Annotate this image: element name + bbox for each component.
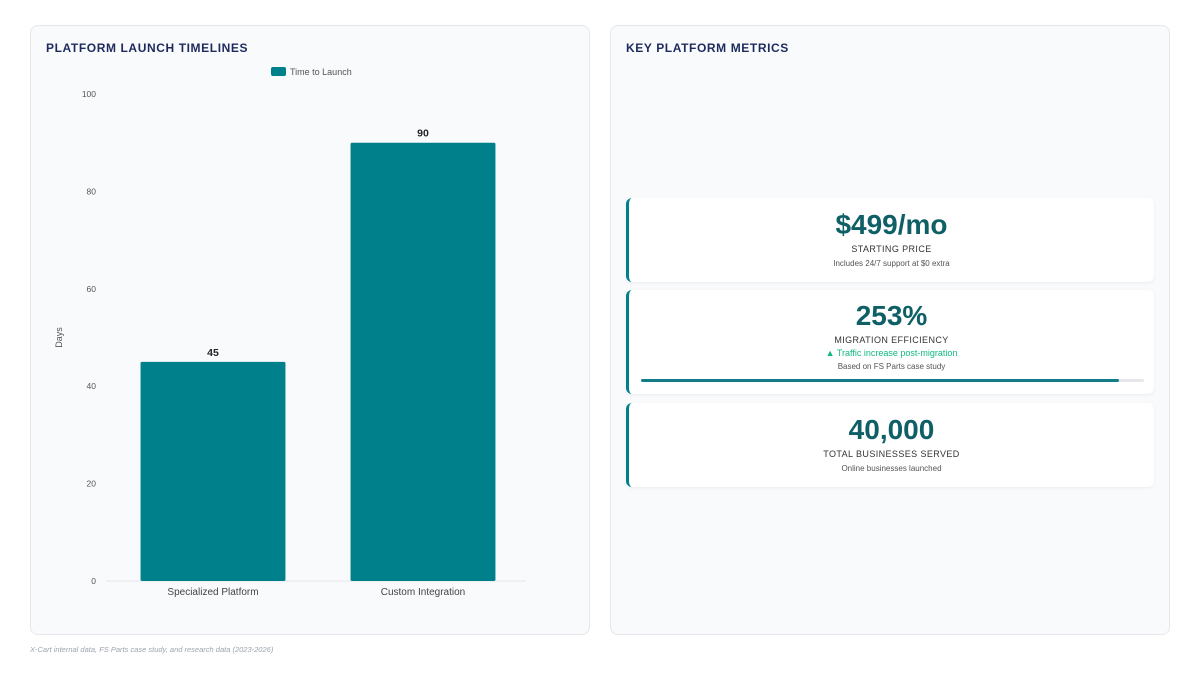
metric-label: TOTAL BUSINESSES SERVED	[823, 449, 960, 459]
metric-label: STARTING PRICE	[851, 244, 932, 254]
progress-bar	[641, 379, 1144, 382]
legend-label: Time to Launch	[290, 67, 352, 77]
trend-indicator: ▲ Traffic increase post-migration	[825, 348, 958, 358]
y-tick-label: 80	[87, 186, 97, 196]
metric-note: Based on FS Parts case study	[837, 362, 946, 371]
metric-value: $499/mo	[835, 209, 948, 240]
y-tick-label: 40	[87, 381, 97, 391]
metric-note: Includes 24/7 support at $0 extra	[833, 259, 950, 268]
bar	[350, 142, 496, 581]
key-metrics-panel: KEY PLATFORM METRICS $499/mo STARTING PR…	[610, 25, 1170, 635]
chart-panel-title: PLATFORM LAUNCH TIMELINES	[46, 41, 249, 55]
y-tick-label: 100	[82, 89, 96, 99]
y-tick-label: 0	[91, 576, 96, 586]
bar-value-label: 45	[207, 347, 219, 359]
metric-note: Online businesses launched	[841, 464, 942, 473]
launch-timeline-chart: 0 20 40 60 80 100 Days 45 Specialized Platform 90…	[54, 67, 526, 598]
bar-value-label: 90	[417, 128, 429, 140]
metrics-panel-title: KEY PLATFORM METRICS	[626, 41, 789, 55]
metric-value: 253%	[855, 300, 928, 331]
legend-swatch	[271, 67, 286, 76]
metric-label: MIGRATION EFFICIENCY	[834, 335, 949, 345]
y-tick-label: 60	[87, 284, 97, 294]
metric-card-starting-price: $499/mo STARTING PRICE Includes 24/7 sup…	[626, 198, 1154, 282]
source-footnote: X-Cart internal data, FS Parts case stud…	[30, 645, 274, 654]
metric-card-businesses-served: 40,000 TOTAL BUSINESSES SERVED Online bu…	[626, 403, 1154, 487]
x-category-label: Custom Integration	[381, 587, 466, 598]
bar	[140, 361, 286, 581]
metric-value: 40,000	[848, 414, 935, 445]
x-category-label: Specialized Platform	[167, 587, 258, 598]
y-tick-label: 20	[87, 479, 97, 489]
metric-card-migration-efficiency: 253% MIGRATION EFFICIENCY ▲ Traffic incr…	[626, 290, 1154, 394]
progress-bar-fill	[641, 379, 1119, 382]
launch-timelines-panel: 0 20 40 60 80 100 Days 45 Specialized Platform 90…	[30, 25, 590, 635]
y-axis-title: Days	[54, 327, 64, 348]
